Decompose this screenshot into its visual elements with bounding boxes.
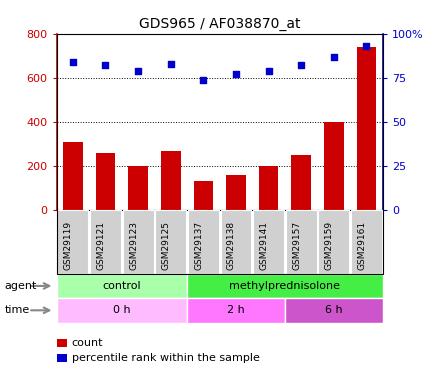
- Bar: [95, 153, 115, 210]
- Text: agent: agent: [4, 281, 36, 291]
- Text: count: count: [72, 338, 103, 348]
- Point: [232, 71, 239, 77]
- Text: GSM29161: GSM29161: [357, 221, 365, 270]
- Text: GSM29157: GSM29157: [292, 221, 300, 270]
- Bar: [161, 151, 180, 210]
- Text: time: time: [4, 305, 30, 315]
- Text: percentile rank within the sample: percentile rank within the sample: [72, 353, 259, 363]
- Text: GSM29141: GSM29141: [259, 221, 268, 270]
- Point: [330, 54, 337, 60]
- Text: GSM29137: GSM29137: [194, 221, 203, 270]
- Bar: [128, 166, 148, 210]
- Bar: [193, 181, 213, 210]
- Point: [135, 68, 141, 74]
- Text: 0 h: 0 h: [113, 305, 130, 315]
- Text: 2 h: 2 h: [227, 305, 244, 315]
- Point: [362, 43, 369, 49]
- Text: GSM29121: GSM29121: [96, 221, 105, 270]
- Bar: [258, 166, 278, 210]
- Point: [69, 59, 76, 65]
- Bar: [226, 175, 245, 210]
- Point: [102, 63, 108, 69]
- Bar: [356, 47, 375, 210]
- Point: [297, 63, 304, 69]
- Point: [199, 76, 207, 82]
- Point: [167, 61, 174, 67]
- Text: control: control: [102, 281, 141, 291]
- Text: GSM29119: GSM29119: [64, 221, 73, 270]
- Bar: [63, 142, 82, 210]
- Text: GSM29125: GSM29125: [161, 221, 170, 270]
- Point: [265, 68, 272, 74]
- Text: GSM29138: GSM29138: [227, 221, 235, 270]
- Title: GDS965 / AF038870_at: GDS965 / AF038870_at: [138, 17, 300, 32]
- Bar: [291, 155, 310, 210]
- Text: GSM29159: GSM29159: [324, 221, 333, 270]
- Text: 6 h: 6 h: [324, 305, 342, 315]
- Text: methylprednisolone: methylprednisolone: [229, 281, 340, 291]
- Bar: [323, 122, 343, 210]
- Text: GSM29123: GSM29123: [129, 221, 138, 270]
